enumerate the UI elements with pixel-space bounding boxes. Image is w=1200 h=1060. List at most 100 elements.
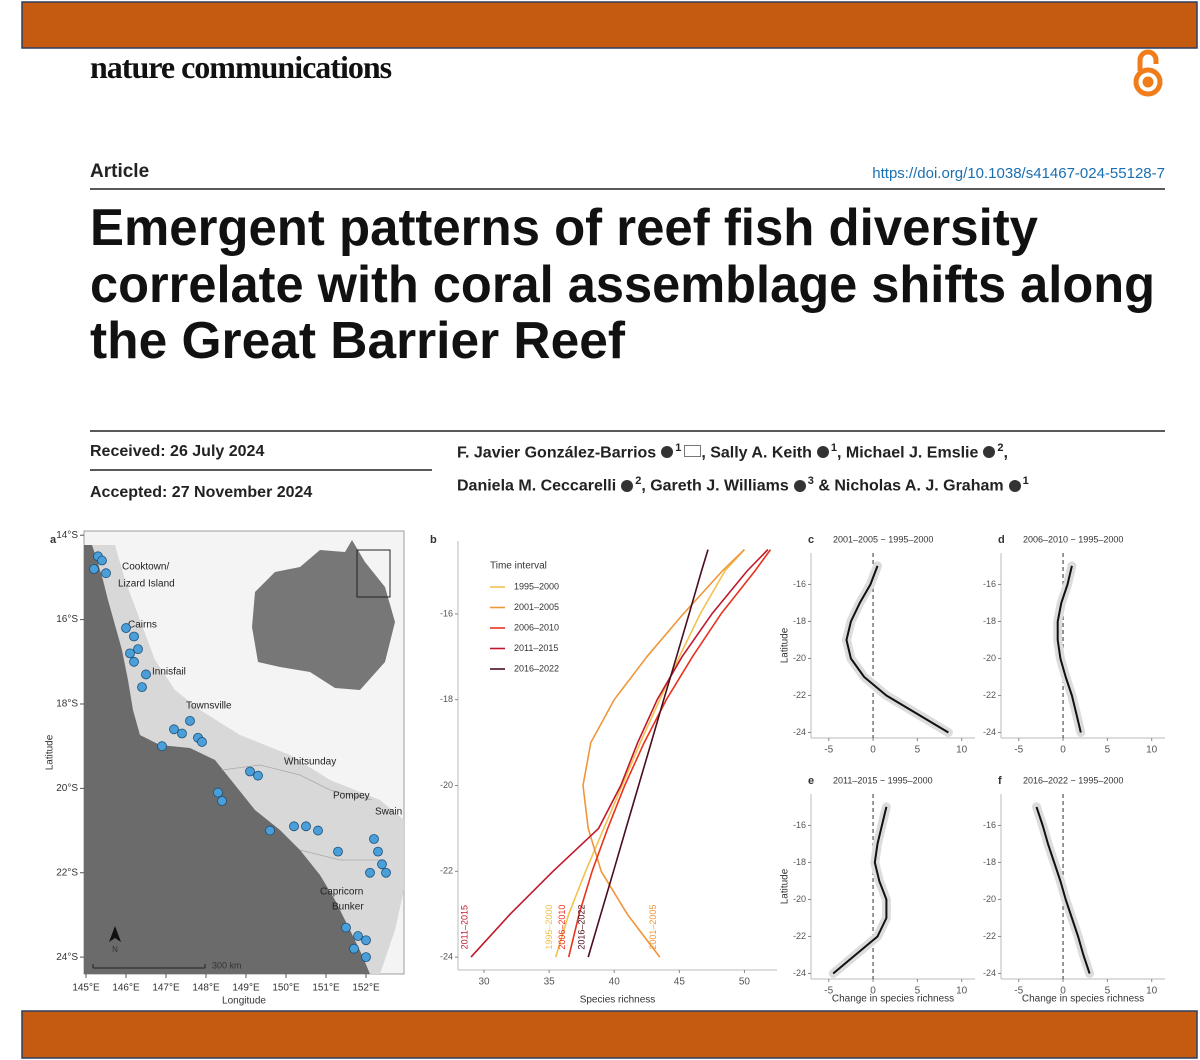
series-line	[1056, 565, 1082, 733]
region-label: Whitsunday	[284, 757, 336, 768]
x-axis-label: Species richness	[580, 995, 656, 1006]
legend-entry: 2011–2015	[514, 643, 558, 653]
site-point	[341, 922, 351, 933]
y-tick-label: 16°S	[56, 614, 78, 625]
series-label: 2006–2010	[557, 905, 567, 950]
orcid-icon	[793, 479, 806, 492]
site-point	[301, 821, 311, 832]
site-point	[289, 821, 299, 832]
x-tick-label: 151°E	[312, 983, 340, 994]
panel-label: a	[50, 534, 57, 546]
accepted-date: Accepted: 27 November 2024	[90, 484, 312, 501]
legend-entry: 2001–2005	[514, 602, 559, 612]
title-line: the Great Barrier Reef	[90, 312, 626, 370]
confidence-band	[828, 802, 891, 978]
affiliation: 1	[830, 442, 837, 454]
site-point	[353, 931, 363, 941]
region-label: Bunker	[332, 902, 364, 913]
author-name: Michael J. Emslie	[845, 444, 979, 462]
site-point	[197, 737, 207, 747]
x-tick-label: 40	[609, 977, 621, 988]
x-tick-label: 45	[674, 977, 686, 988]
author-name: Daniela M. Ceccarelli	[457, 477, 617, 495]
panel-title: 2001–2005 − 1995–2000	[833, 534, 933, 544]
affiliation: 3	[807, 475, 814, 488]
orcid-icon	[661, 446, 674, 459]
site-point	[245, 766, 255, 777]
y-tick-label: -16	[793, 820, 806, 830]
confidence-band	[842, 561, 953, 737]
region-label: Pompey	[333, 791, 370, 802]
x-tick-label: 10	[956, 745, 968, 756]
x-tick-label: 10	[956, 986, 968, 997]
x-tick-label: 10	[1146, 745, 1158, 756]
region-label: Cairns	[128, 620, 157, 631]
panel-label: e	[808, 775, 814, 787]
x-tick-label: 0	[870, 986, 876, 997]
x-tick-label: 150°E	[272, 983, 300, 994]
figure: a 145°E 146°E 147°E 148°E 149°E 150°E 151°E 152°…	[45, 530, 1165, 1007]
y-tick-label: -24	[440, 952, 453, 962]
x-tick-label: 5	[1105, 745, 1111, 756]
title-line: Emergent patterns of reef fish diversity	[90, 199, 1038, 257]
bottom-banner	[21, 1010, 1198, 1059]
x-tick-label: -5	[824, 745, 833, 756]
region-label: Lizard Island	[118, 579, 175, 590]
site-point	[313, 825, 323, 836]
site-point	[185, 715, 195, 726]
scale-label: 300 km	[212, 960, 242, 970]
series-line	[832, 806, 888, 975]
y-tick-label: -22	[983, 931, 996, 941]
y-tick-label: -20	[983, 653, 996, 663]
site-point	[265, 825, 275, 836]
x-tick-label: 147°E	[152, 983, 180, 994]
map-background	[83, 530, 405, 975]
y-tick-label: -18	[440, 694, 453, 704]
y-tick-label: -24	[983, 968, 996, 978]
top-banner	[21, 1, 1198, 49]
doi-link[interactable]: https://doi.org/10.1038/s41467-024-55128…	[872, 165, 1165, 182]
orcid-icon	[1008, 479, 1021, 492]
x-tick-label: -5	[1014, 745, 1023, 756]
x-tick-label: 5	[1105, 986, 1111, 997]
site-point	[369, 834, 379, 844]
author-line: Daniela M. Ceccarelli 2, Gareth J. Willia…	[457, 467, 1029, 500]
series-line	[587, 549, 709, 958]
y-tick-label: 14°S	[56, 530, 78, 541]
x-tick-label: 149°E	[232, 983, 260, 994]
panel-title: 2006–2010 − 1995–2000	[1023, 534, 1123, 544]
legend-entry: 2006–2010	[514, 622, 559, 632]
site-point	[381, 867, 391, 878]
affiliation: 2	[635, 475, 642, 488]
x-tick-label: 50	[739, 977, 751, 988]
site-point	[157, 741, 167, 752]
y-tick-label: -20	[793, 653, 806, 663]
x-axis-label: Change in species richness	[1022, 994, 1144, 1005]
y-tick-label: -18	[793, 857, 806, 867]
author-name: F. Javier González-Barrios	[457, 444, 657, 462]
legend-title: Time interval	[490, 561, 547, 572]
affiliation: 1	[675, 442, 682, 454]
site-point	[349, 943, 359, 954]
author-separator: ,	[1003, 444, 1008, 462]
site-point	[89, 564, 99, 574]
author-name: Sally A. Keith	[710, 444, 812, 462]
y-tick-label: -18	[983, 616, 996, 626]
legend-entry: 2016–2022	[514, 663, 559, 673]
series-line	[554, 549, 745, 958]
x-tick-label: -5	[1014, 986, 1023, 997]
open-access-icon	[1133, 49, 1163, 97]
y-tick-label: -22	[793, 931, 806, 941]
site-point	[97, 555, 107, 566]
region-label: Townsville	[186, 701, 232, 712]
site-point	[373, 846, 383, 857]
orcid-icon	[983, 446, 996, 459]
series-line	[470, 549, 769, 958]
x-tick-label: -5	[824, 986, 833, 997]
y-tick-label: 24°S	[56, 952, 78, 963]
affiliation: 2	[997, 442, 1004, 454]
panel-label: c	[808, 534, 814, 546]
y-tick-label: -24	[793, 727, 806, 737]
y-tick-label: -22	[983, 690, 996, 700]
